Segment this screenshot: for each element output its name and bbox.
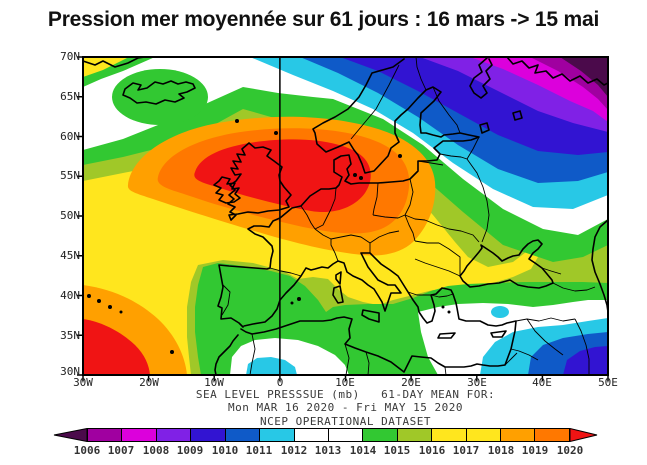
page-title: Pression mer moyennée sur 61 jours : 16 … [47, 8, 600, 31]
faroe-islands-dot [235, 119, 239, 123]
colorbar-segment [327, 429, 363, 441]
coast-sardinia [332, 285, 344, 304]
colorbar-segment [431, 429, 466, 441]
gotland-dot [398, 154, 402, 158]
colorbar-segment [534, 429, 569, 441]
colorbar-segment [88, 429, 122, 441]
coast-great-britain [227, 142, 292, 221]
lat-label-35n: 35N [60, 329, 80, 342]
lon-label-30w: 30W [73, 376, 93, 389]
mallorca-dot [297, 297, 301, 301]
azores-dot [87, 294, 91, 298]
coast-iceland [122, 80, 196, 105]
lat-label-65n: 65N [60, 90, 80, 103]
lat-label-45n: 45N [60, 249, 80, 262]
colorbar-label: 1019 [521, 444, 549, 457]
colorbar-label: 1008 [142, 444, 170, 457]
coast-white-sea [469, 57, 493, 99]
coast-sicily [361, 309, 380, 323]
colorbar-segment [259, 429, 294, 441]
lon-label-20e: 20E [401, 376, 421, 389]
lon-label-10w: 10W [204, 376, 224, 389]
colorbar-label: 1010 [211, 444, 239, 457]
lat-label-55n: 55N [60, 169, 80, 182]
coast-barents [506, 57, 608, 86]
island-dots [87, 119, 451, 354]
contour-darkpurple-ne-band [560, 57, 608, 97]
azores-dot [119, 310, 123, 314]
contour-bottomcenter-cyan-region [246, 357, 297, 375]
colorbar-segment [362, 429, 397, 441]
coast-black-sea [459, 239, 554, 289]
colorbar-label: 1016 [418, 444, 446, 457]
coast-crete [437, 332, 456, 339]
colorbar-label: 1013 [314, 444, 342, 457]
lat-label-50n: 50N [60, 209, 80, 222]
colorbar-label: 1011 [245, 444, 273, 457]
colorbar-label: 1007 [107, 444, 135, 457]
coast-scandinavia-baltic-continent [217, 58, 480, 328]
colorbar-segment [500, 429, 535, 441]
aegean-island-dot [441, 305, 445, 309]
coast-mediterranean [240, 252, 517, 373]
coast-lake-onega [512, 110, 523, 121]
madeira-dot [170, 350, 174, 354]
colorbar-segment [121, 429, 156, 441]
colorbar-label: 1009 [176, 444, 204, 457]
coast-lake-ladoga [479, 122, 490, 134]
azores-dot [108, 305, 112, 309]
axis-ticks [77, 56, 609, 381]
lon-label-10e: 10E [335, 376, 355, 389]
country-borders [221, 57, 596, 375]
coast-caspian [591, 219, 608, 313]
coast-cyprus [490, 330, 507, 338]
ibiza-dot [290, 301, 294, 305]
colorbar-segment [224, 429, 260, 441]
lon-label-0: 0 [276, 376, 284, 389]
colorbar-label: 1006 [73, 444, 101, 457]
colorbar-segment [465, 429, 501, 441]
danish-island-dot [359, 176, 363, 180]
colorbar-segment [396, 429, 432, 441]
coast-ireland [213, 176, 241, 204]
colorbar-label: 1017 [452, 444, 480, 457]
colorbar-label: 1018 [487, 444, 515, 457]
colorbar-label: 1012 [280, 444, 308, 457]
coast-morocco-atlantic [214, 334, 239, 375]
footer-date-range: Mon MAR 16 2020 - Fri MAY 15 2020 [227, 401, 464, 414]
coast-corsica [335, 271, 342, 285]
contour-anatolia-cyan-spot [491, 306, 509, 318]
lon-label-20w: 20W [139, 376, 159, 389]
lat-label-60n: 60N [60, 130, 80, 143]
colorbar-label: 1014 [349, 444, 377, 457]
colorbar-right-arrow [570, 428, 598, 442]
colorbar-label: 1015 [383, 444, 411, 457]
lon-label-50e: 50E [598, 376, 618, 389]
danish-island-dot [353, 173, 357, 177]
lat-label-70n: 70N [60, 50, 80, 63]
contour-topleft-yellow-corner [83, 57, 129, 77]
shetland-dot [274, 131, 278, 135]
footer-variable-label: SEA LEVEL PRESSSUE (mb) 61-DAY MEAN FOR: [195, 388, 496, 401]
contour-se-blueviolet-region [563, 346, 608, 375]
coastlines [83, 57, 608, 375]
colorbar-segment [190, 429, 225, 441]
lat-label-30n: 30N [60, 365, 80, 378]
colorbar-segment [293, 429, 328, 441]
azores-dot [97, 299, 101, 303]
colorbar-label: 1020 [556, 444, 584, 457]
lon-label-30e: 30E [467, 376, 487, 389]
lat-label-40n: 40N [60, 289, 80, 302]
colorbar-left-arrow [53, 428, 87, 442]
aegean-island-dot [447, 310, 451, 314]
lon-label-40e: 40E [532, 376, 552, 389]
footer-dataset-label: NCEP OPERATIONAL DATASET [260, 415, 431, 428]
contour-azores-red-core [83, 319, 150, 375]
colorbar [87, 428, 570, 442]
colorbar-segment [155, 429, 191, 441]
